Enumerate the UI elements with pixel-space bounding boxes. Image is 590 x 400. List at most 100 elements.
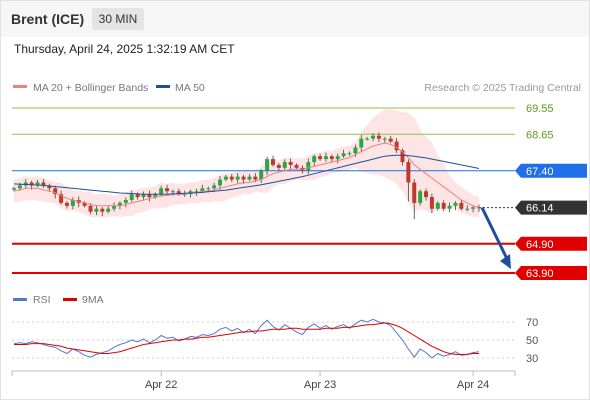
candle-up	[129, 194, 134, 200]
candle-up	[259, 170, 264, 180]
candle-up	[212, 185, 217, 189]
candle-up	[265, 159, 270, 171]
legend-ma50: MA 50	[175, 82, 205, 94]
legend-swatch-rsi-ma	[63, 298, 77, 301]
candle-down	[41, 182, 46, 186]
candle-up	[153, 194, 158, 198]
candle-up	[435, 202, 440, 209]
candle-up	[323, 156, 328, 160]
candle-up	[123, 199, 128, 203]
level-label-support: 63.90	[526, 268, 554, 280]
candle-down	[477, 207, 481, 209]
level-label-current: 66.14	[526, 203, 554, 215]
candle-up	[447, 205, 452, 209]
legend-swatch-ma20	[13, 85, 27, 88]
x-tick-label: Apr 24	[457, 379, 489, 391]
candle-up	[23, 182, 28, 186]
level-label-support: 64.90	[526, 239, 554, 251]
candle-up	[282, 162, 287, 168]
candle-up	[94, 208, 99, 212]
level-label-resistance: 69.55	[526, 103, 554, 115]
ma20-line	[13, 142, 480, 208]
price-levels	[12, 107, 515, 274]
candle-down	[253, 176, 258, 180]
candle-up	[235, 176, 240, 180]
candle-up	[141, 194, 146, 198]
candle-up	[106, 208, 111, 212]
moving-averages	[13, 142, 480, 208]
candle-up	[112, 205, 117, 209]
candle-down	[329, 156, 334, 160]
candle-up	[70, 199, 75, 206]
candle-up	[312, 156, 317, 163]
candle-down	[294, 164, 299, 168]
candle-up	[471, 207, 476, 209]
rsi-line	[13, 318, 480, 359]
candles	[12, 132, 481, 220]
level-label-pivot: 67.40	[526, 166, 554, 178]
candle-down	[376, 135, 381, 139]
candle-down	[406, 162, 411, 183]
candle-down	[459, 202, 464, 209]
x-tick-label: Apr 23	[304, 379, 336, 391]
x-tick-label: Apr 22	[145, 379, 177, 391]
candle-down	[100, 208, 105, 212]
candle-down	[88, 205, 93, 212]
candle-up	[306, 162, 311, 171]
candle-down	[429, 197, 434, 209]
candle-up	[12, 188, 16, 190]
candle-down	[59, 194, 64, 203]
candle-down	[288, 162, 293, 165]
candle-up	[353, 147, 358, 154]
credit-text: Research © 2025 Trading Central	[424, 82, 581, 94]
forecast-arrow	[480, 206, 511, 269]
candle-down	[176, 191, 181, 195]
candle-up	[194, 191, 199, 193]
candle-up	[347, 153, 352, 155]
candle-down	[424, 191, 429, 198]
x-axis: Apr 22 Apr 23 Apr 24	[11, 370, 516, 391]
candle-up	[17, 185, 22, 189]
candle-down	[53, 188, 58, 195]
candle-up	[223, 176, 228, 180]
forecast-arrow-shaft	[480, 206, 511, 264]
candle-up	[465, 208, 470, 210]
timeframe-badge[interactable]: 30 MIN	[92, 8, 144, 30]
candle-down	[229, 176, 234, 180]
candle-up	[247, 176, 252, 180]
instrument-title: Brent (ICE)	[11, 11, 85, 27]
candle-up	[35, 182, 40, 186]
candle-down	[318, 156, 323, 160]
bollinger-bands	[14, 109, 479, 219]
candle-up	[200, 188, 205, 192]
candle-down	[441, 202, 446, 209]
price-level-labels: 69.55 68.65 67.40 66.14 64.90 63.90	[515, 103, 587, 280]
forecast-arrow-head	[500, 254, 511, 269]
legend-swatch-rsi	[13, 298, 27, 301]
candle-up	[341, 153, 346, 157]
candle-down	[270, 159, 275, 165]
candle-down	[388, 138, 393, 142]
candle-up	[371, 135, 376, 139]
ma50-line	[13, 154, 480, 195]
candle-down	[82, 202, 87, 206]
level-tag-support	[515, 236, 587, 251]
candle-up	[365, 138, 370, 140]
rsi-panel: 70 50 30	[12, 317, 538, 365]
candle-up	[206, 188, 211, 190]
candle-down	[276, 164, 281, 168]
level-label-resistance: 68.65	[526, 129, 554, 141]
candle-down	[135, 194, 140, 198]
legend-rsi-ma: 9MA	[82, 294, 104, 306]
rsi-ma-line	[14, 322, 479, 355]
candle-down	[147, 194, 152, 198]
candle-down	[29, 182, 34, 186]
rsi-tick-label: 50	[526, 335, 538, 347]
bollinger-band-area	[14, 109, 479, 219]
candle-up	[170, 191, 175, 193]
level-tag-support	[515, 266, 587, 280]
candle-up	[218, 179, 223, 186]
rsi-tick-label: 30	[526, 353, 538, 365]
